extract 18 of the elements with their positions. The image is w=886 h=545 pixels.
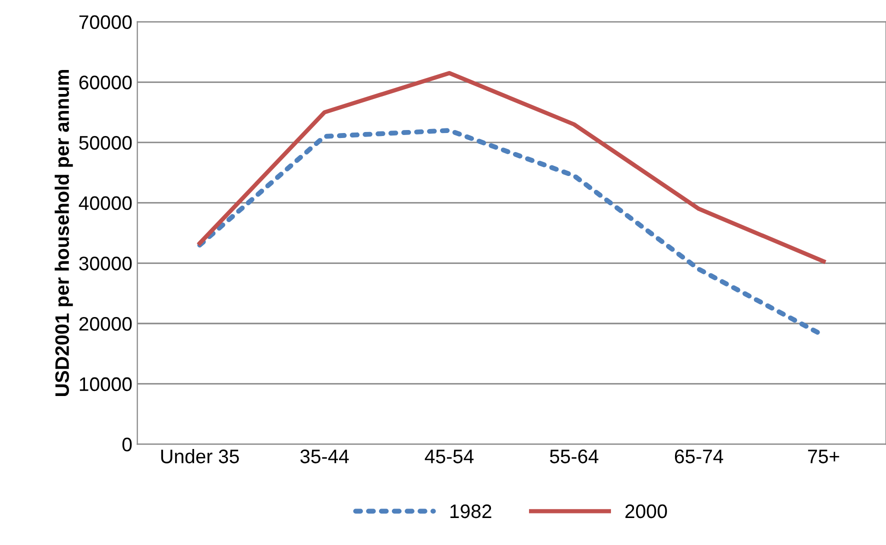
x-tick-label: 45-54 [424,450,474,464]
legend-label: 1982 [450,504,492,518]
y-tick-label: 0 [122,438,132,452]
y-tick-label: 50000 [79,136,132,150]
y-tick-label: 30000 [79,256,132,270]
x-tick-label: 75+ [808,450,840,464]
y-tick-label: 40000 [78,196,132,210]
y-tick-label: 70000 [79,15,132,30]
x-tick-label: Under 35 [161,449,239,464]
legend-label: 2000 [625,504,667,518]
y-tick-label: 20000 [79,316,132,331]
y-axis-title: USD2001 per household per annum [54,70,73,396]
x-tick-label: 35-44 [300,450,349,464]
y-tick-label: 10000 [80,377,132,392]
x-tick-label: 65-74 [674,450,724,464]
x-tick-label: 55-64 [550,450,598,464]
line-series [198,71,826,264]
y-tick-label: 60000 [79,76,132,90]
